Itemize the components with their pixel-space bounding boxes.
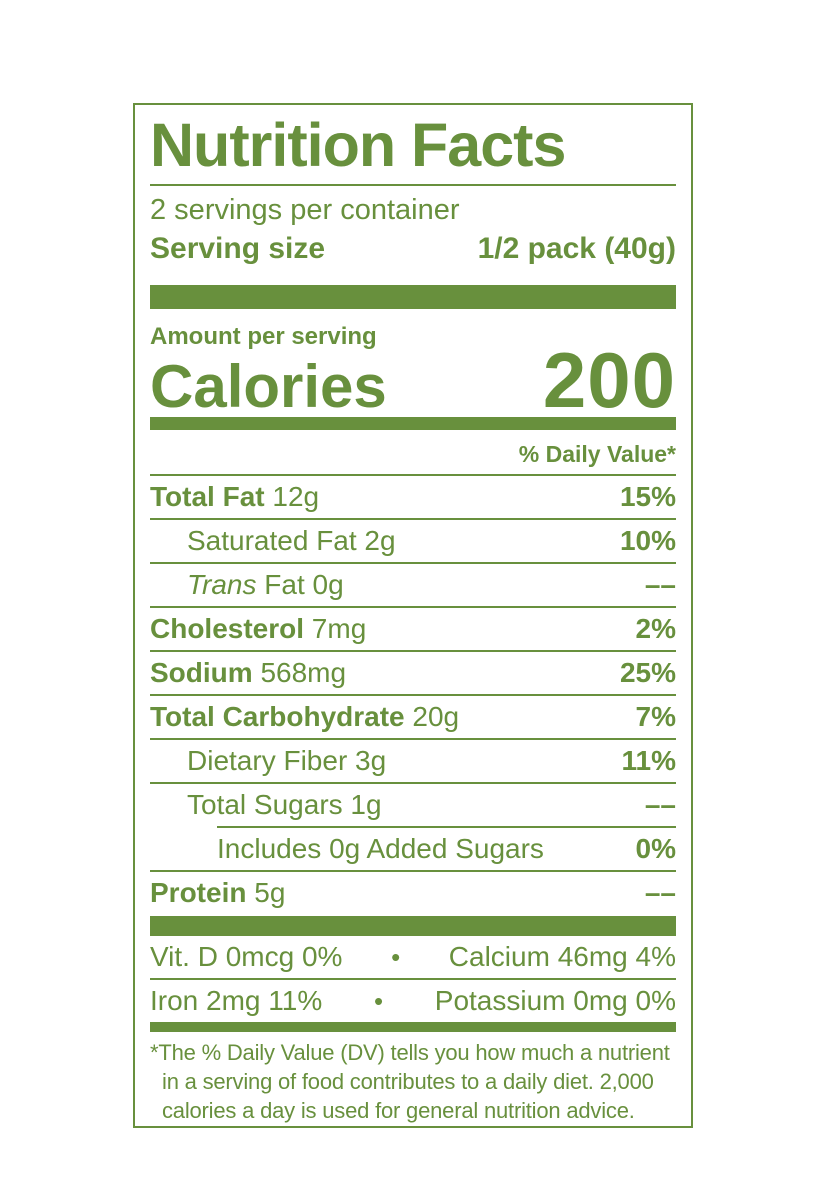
nutrient-row-dietary-fiber: Dietary Fiber 3g 11% — [150, 740, 676, 784]
nutrient-name: Protein 5g — [150, 877, 286, 908]
nutrient-row-fat: Trans Fat 0g –– — [150, 564, 676, 608]
serving-size-label: Serving size — [150, 232, 326, 265]
nutrient-amount: 1g — [342, 789, 382, 820]
calories-row: Calories 200 — [150, 336, 676, 424]
nutrient-amount: 568mg — [252, 657, 347, 688]
micro-divider — [150, 978, 676, 980]
nutrient-daily-value: 25% — [619, 657, 676, 688]
nutrient-amount: 12g — [264, 481, 320, 512]
nutrient-daily-value: –– — [644, 569, 676, 600]
serving-size-row: Serving size 1/2 pack (40g) — [150, 231, 676, 267]
daily-value-footnote: *The % Daily Value (DV) tells you how mu… — [150, 1038, 676, 1125]
separator-bar-thin — [150, 1022, 676, 1032]
micro-left-value: Vit. D 0mcg 0% — [150, 941, 343, 972]
nutrient-name: Saturated Fat 2g — [187, 525, 396, 556]
bullet-separator-icon: • — [391, 942, 401, 972]
nutrient-row-cholesterol: Cholesterol 7mg 2% — [150, 608, 676, 652]
footnote-line: *The % Daily Value (DV) tells you how mu… — [150, 1040, 670, 1065]
nutrient-row-protein: Protein 5g –– — [150, 872, 676, 914]
micro-row-iron-potassium: Iron 2mg 11% • Potassium 0mg 0% — [150, 980, 676, 1022]
nutrient-daily-value: 11% — [621, 745, 677, 776]
serving-size-value: 1/2 pack (40g) — [477, 232, 676, 265]
footnote-line: in a serving of food contributes to a da… — [162, 1069, 654, 1094]
micro-right-value: Potassium 0mg 0% — [434, 985, 676, 1016]
nutrient-name: Sodium 568mg — [150, 657, 347, 688]
calories-value: 200 — [542, 336, 676, 424]
daily-value-header: % Daily Value* — [150, 440, 676, 476]
nutrient-row-total-sugars: Total Sugars 1g –– — [150, 784, 676, 826]
amount-per-serving-label: Amount per serving — [150, 323, 377, 350]
nutrient-daily-value: 0% — [635, 833, 676, 864]
footnote-line: calories a day is used for general nutri… — [162, 1098, 635, 1123]
nutrient-row-sodium: Sodium 568mg 25% — [150, 652, 676, 696]
nutrient-name: Total Carbohydrate 20g — [150, 701, 460, 732]
micro-left-value: Iron 2mg 11% — [150, 985, 323, 1016]
nutrient-name: Trans Fat 0g — [187, 569, 344, 600]
nutrient-daily-value: 2% — [635, 613, 676, 644]
nutrient-daily-value: –– — [644, 789, 676, 820]
nutrient-amount: 20g — [404, 701, 460, 732]
nutrient-daily-value: 10% — [619, 525, 676, 556]
nutrient-name: Cholesterol 7mg — [150, 613, 367, 644]
nutrient-daily-value: 15% — [619, 481, 676, 512]
nutrient-amount: 5g — [246, 877, 286, 908]
micro-row-vitd-calcium: Vit. D 0mcg 0% • Calcium 46mg 4% — [150, 936, 676, 978]
separator-bar-medium — [150, 417, 676, 430]
servings-per-container: 2 servings per container — [150, 194, 460, 226]
separator-bar-thick-bottom — [150, 916, 676, 936]
label-title: Nutrition Facts — [150, 111, 566, 179]
nutrient-row-saturated-fat: Saturated Fat 2g 10% — [150, 520, 676, 564]
nutrient-name: Total Sugars 1g — [187, 789, 382, 820]
nutrient-name: Total Fat 12g — [150, 481, 320, 512]
nutrient-amount: 3g — [347, 745, 387, 776]
nutrition-facts-label: Nutrition Facts 2 servings per container… — [133, 103, 693, 1128]
separator-bar-thick-top — [150, 285, 676, 309]
micronutrients-section: Vit. D 0mcg 0% • Calcium 46mg 4% Iron 2m… — [150, 936, 676, 1022]
nutrient-amount: 0g — [304, 569, 344, 600]
nutrient-row-includes-0g-added-sugars: Includes 0g Added Sugars 0% — [150, 828, 676, 872]
bullet-separator-icon: • — [373, 986, 384, 1016]
title-divider — [150, 184, 676, 186]
nutrient-amount: 7mg — [304, 613, 367, 644]
calories-label: Calories — [150, 353, 387, 420]
nutrient-row-total-carbohydrate: Total Carbohydrate 20g 7% — [150, 696, 676, 740]
nutrient-daily-value: 7% — [635, 701, 676, 732]
nutrient-daily-value: –– — [644, 877, 676, 908]
nutrient-name: Includes 0g Added Sugars — [217, 833, 544, 864]
micro-right-value: Calcium 46mg 4% — [448, 941, 676, 972]
indented-divider — [217, 826, 676, 828]
nutrient-amount: 2g — [356, 525, 396, 556]
nutrient-row-total-fat: Total Fat 12g 15% — [150, 476, 676, 520]
nutrient-rows: Total Fat 12g 15% Saturated Fat 2g 10% Trans… — [150, 476, 676, 914]
nutrient-name: Dietary Fiber 3g — [187, 745, 387, 776]
